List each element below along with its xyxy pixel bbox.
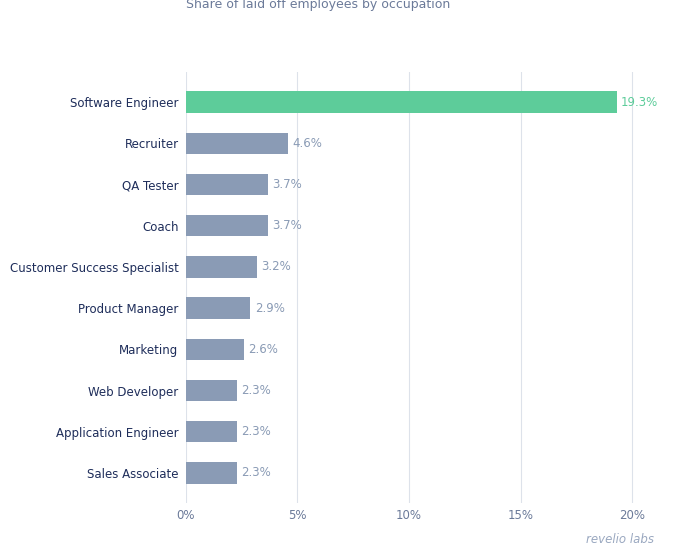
Text: 3.7%: 3.7% <box>272 178 302 191</box>
Bar <box>186 462 237 484</box>
Text: 4.6%: 4.6% <box>293 137 323 150</box>
Bar <box>186 298 251 319</box>
Bar <box>186 421 237 442</box>
Text: Share of laid off employees by occupation: Share of laid off employees by occupatio… <box>186 0 449 11</box>
Bar <box>186 338 244 360</box>
Text: revelio labs: revelio labs <box>587 533 655 546</box>
Bar <box>186 174 268 195</box>
Bar <box>186 215 268 237</box>
Text: 2.9%: 2.9% <box>255 301 285 315</box>
Bar <box>186 380 237 401</box>
Text: 2.3%: 2.3% <box>241 466 271 479</box>
Bar <box>186 133 288 154</box>
Bar <box>186 256 257 278</box>
Bar <box>186 91 617 113</box>
Text: 19.3%: 19.3% <box>621 96 658 109</box>
Text: 2.3%: 2.3% <box>241 425 271 438</box>
Text: 3.7%: 3.7% <box>272 220 302 232</box>
Text: 3.2%: 3.2% <box>261 260 291 274</box>
Text: 2.3%: 2.3% <box>241 384 271 397</box>
Text: 2.6%: 2.6% <box>248 343 278 356</box>
